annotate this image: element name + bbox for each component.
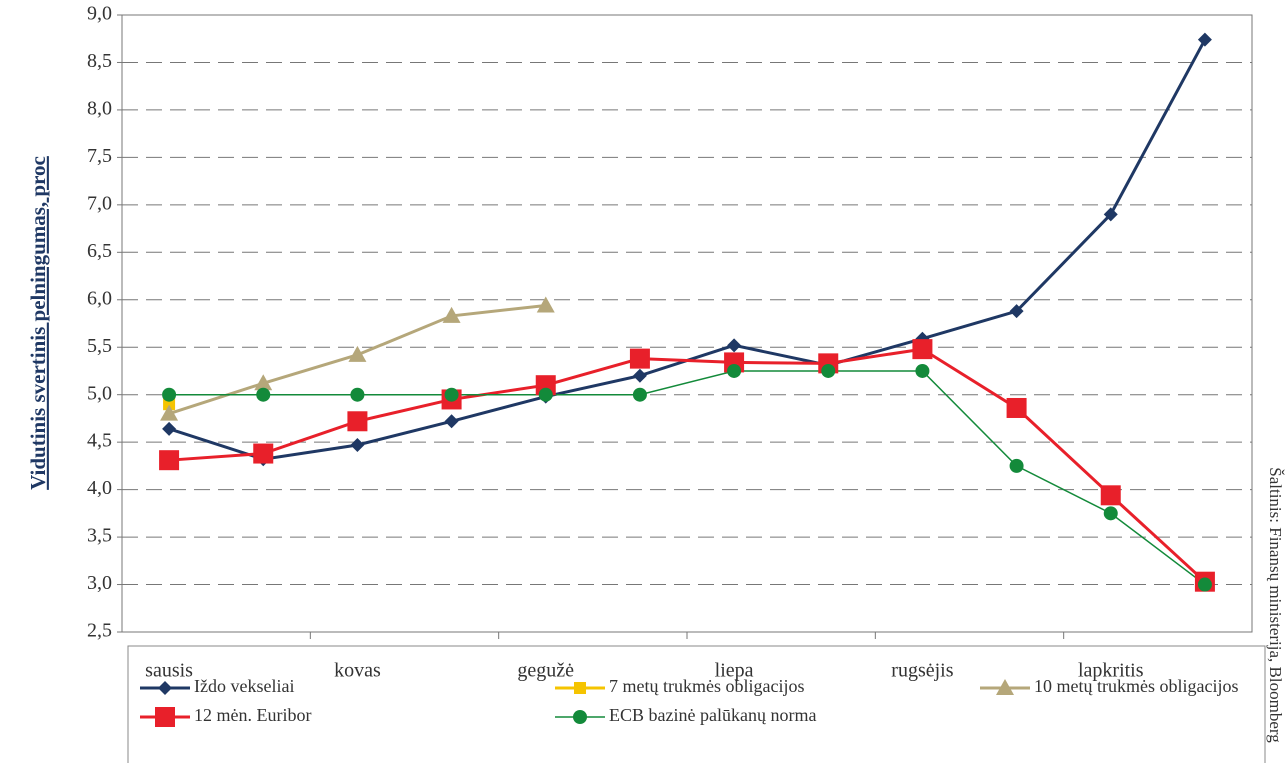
y-tick-label: 6,5 [87,240,112,262]
data-point [350,387,365,402]
y-tick-label: 4,5 [87,430,112,452]
data-point [253,443,274,464]
data-point [629,348,650,369]
data-point [1103,506,1118,521]
data-point [632,368,647,383]
data-point [1103,207,1118,222]
data-point [442,306,461,323]
x-tick-label: liepa [715,660,754,682]
data-point [350,438,365,453]
data-point [915,363,930,378]
legend-label: 7 metų trukmės obligacijos [609,676,804,696]
source-note: Šaltinis: Finansų ministerija, Bloomberg [1266,467,1285,743]
data-point [162,421,177,436]
data-point [536,296,555,313]
y-tick-label: 3,5 [87,525,112,547]
y-tick-label: 9,0 [87,3,112,25]
legend-label: 12 mėn. Euribor [194,705,311,725]
y-tick-label: 7,5 [87,145,112,167]
legend-label: Iždo vekseliai [194,676,294,696]
data-point [1100,485,1121,506]
x-tick-label: sausis [145,660,193,682]
data-point [1197,577,1212,592]
x-tick-label: gegužė [517,660,574,682]
y-tick-label: 7,0 [87,192,112,214]
data-point [1197,32,1212,47]
data-point [632,387,647,402]
series-line [168,38,1207,461]
plot-frame [121,14,1253,633]
data-point [163,398,176,411]
data-point [444,387,459,402]
legend-marker [573,710,587,724]
x-tick-label: rugsėjis [891,660,953,682]
y-tick-label: 3,0 [87,572,112,594]
data-point [256,387,271,402]
data-point [254,374,273,391]
data-point [912,339,933,360]
data-point [821,363,836,378]
y-tick-label: 5,0 [87,382,112,404]
legend-box [127,645,1266,763]
data-point [347,411,368,432]
y-axis-label: Vidutinis svertinis pelningumas, proc [26,156,50,490]
y-tick-label: 6,0 [87,287,112,309]
y-tick-label: 2,5 [87,620,112,642]
data-point [1009,458,1024,473]
series-line [169,370,1206,586]
x-tick-label: lapkritis [1078,660,1144,682]
data-point [1009,304,1024,319]
legend-marker [574,682,586,694]
data-point [162,387,177,402]
x-tick-label: kovas [334,660,381,682]
data-point [538,387,553,402]
data-point [727,338,742,353]
data-point [727,363,742,378]
series-line [168,347,1206,583]
y-tick-label: 8,0 [87,98,112,120]
data-point [444,414,459,429]
data-point [348,345,367,362]
data-point [1006,397,1027,418]
y-tick-label: 8,5 [87,50,112,72]
legend-marker [155,707,175,727]
legend-label: 10 metų trukmės obligacijos [1034,676,1238,696]
y-tick-label: 4,0 [87,477,112,499]
legend-marker [996,679,1014,695]
legend-marker [158,681,172,695]
data-point [160,404,179,421]
legend-label: ECB bazinė palūkanų norma [609,705,816,725]
y-tick-label: 5,5 [87,335,112,357]
data-point [159,450,180,471]
